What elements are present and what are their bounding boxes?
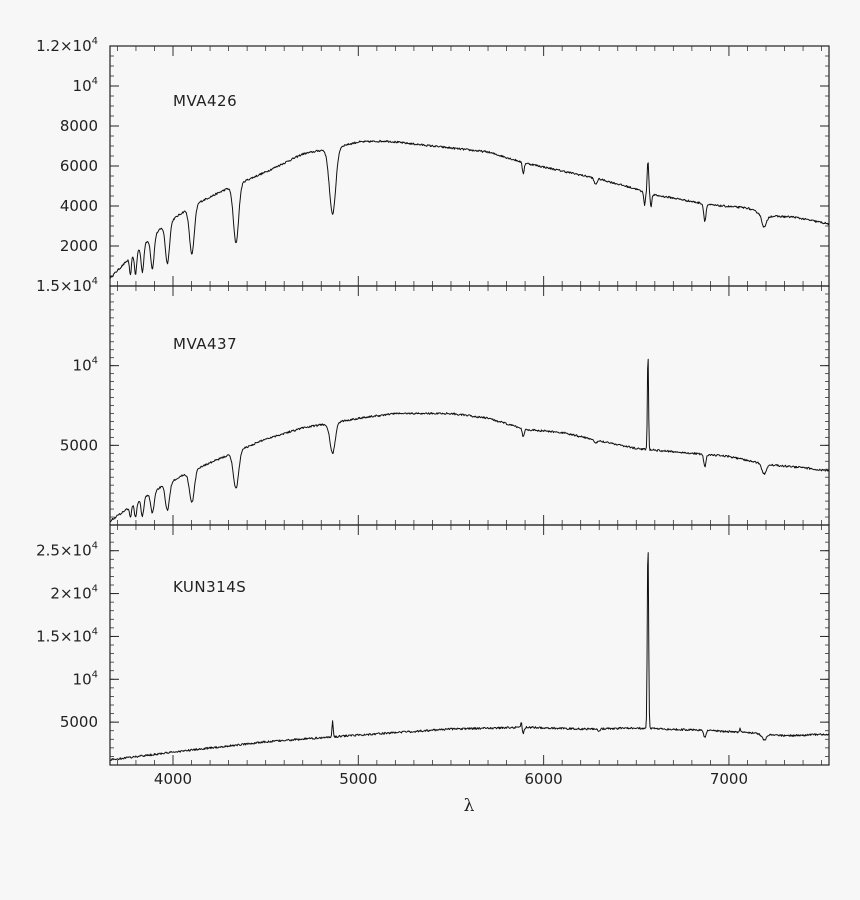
y-tick-label: 104 (73, 669, 98, 688)
x-axis-title: λ (464, 796, 475, 816)
y-tick-label: 1.5×104 (36, 626, 98, 645)
spectrum-line-KUN314S (109, 552, 830, 762)
y-tick-label: 1.2×104 (36, 36, 98, 55)
panel-1: 2000 4000 6000 8000 104 1.2×104 MVA426 (36, 36, 830, 287)
x-tick-label: 4000 (154, 770, 192, 788)
y-tick-label: 2000 (60, 237, 98, 255)
x-tick-label: 7000 (710, 770, 748, 788)
y-tick-label: 1.5×104 (36, 276, 98, 295)
panel-label: MVA426 (173, 92, 237, 110)
y-tick-label: 6000 (60, 157, 98, 175)
panel-3: 5000 104 1.5×104 2×104 2.5×104 KUN314S (36, 524, 830, 766)
y-tick-label: 104 (73, 76, 98, 95)
x-tick-label: 5000 (339, 770, 377, 788)
spectrum-line-MVA426 (109, 139, 830, 279)
y-tick-label: 4000 (60, 197, 98, 215)
y-tick-label: 2.5×104 (36, 541, 98, 560)
y-tick-label: 5000 (60, 713, 98, 731)
spectrum-line-MVA437 (109, 358, 830, 523)
panel-label: MVA437 (173, 335, 237, 353)
panel-frame (109, 45, 830, 287)
x-tick-label: 6000 (525, 770, 563, 788)
y-tick-label: 8000 (60, 117, 98, 135)
y-tick-label: 2×104 (50, 584, 98, 603)
panel-frame (109, 285, 830, 526)
y-tick-label: 5000 (60, 436, 98, 454)
panel-label: KUN314S (173, 578, 246, 596)
y-tick-label: 104 (73, 356, 98, 375)
panel-2: 5000 104 1.5×104 MVA437 (36, 276, 830, 526)
